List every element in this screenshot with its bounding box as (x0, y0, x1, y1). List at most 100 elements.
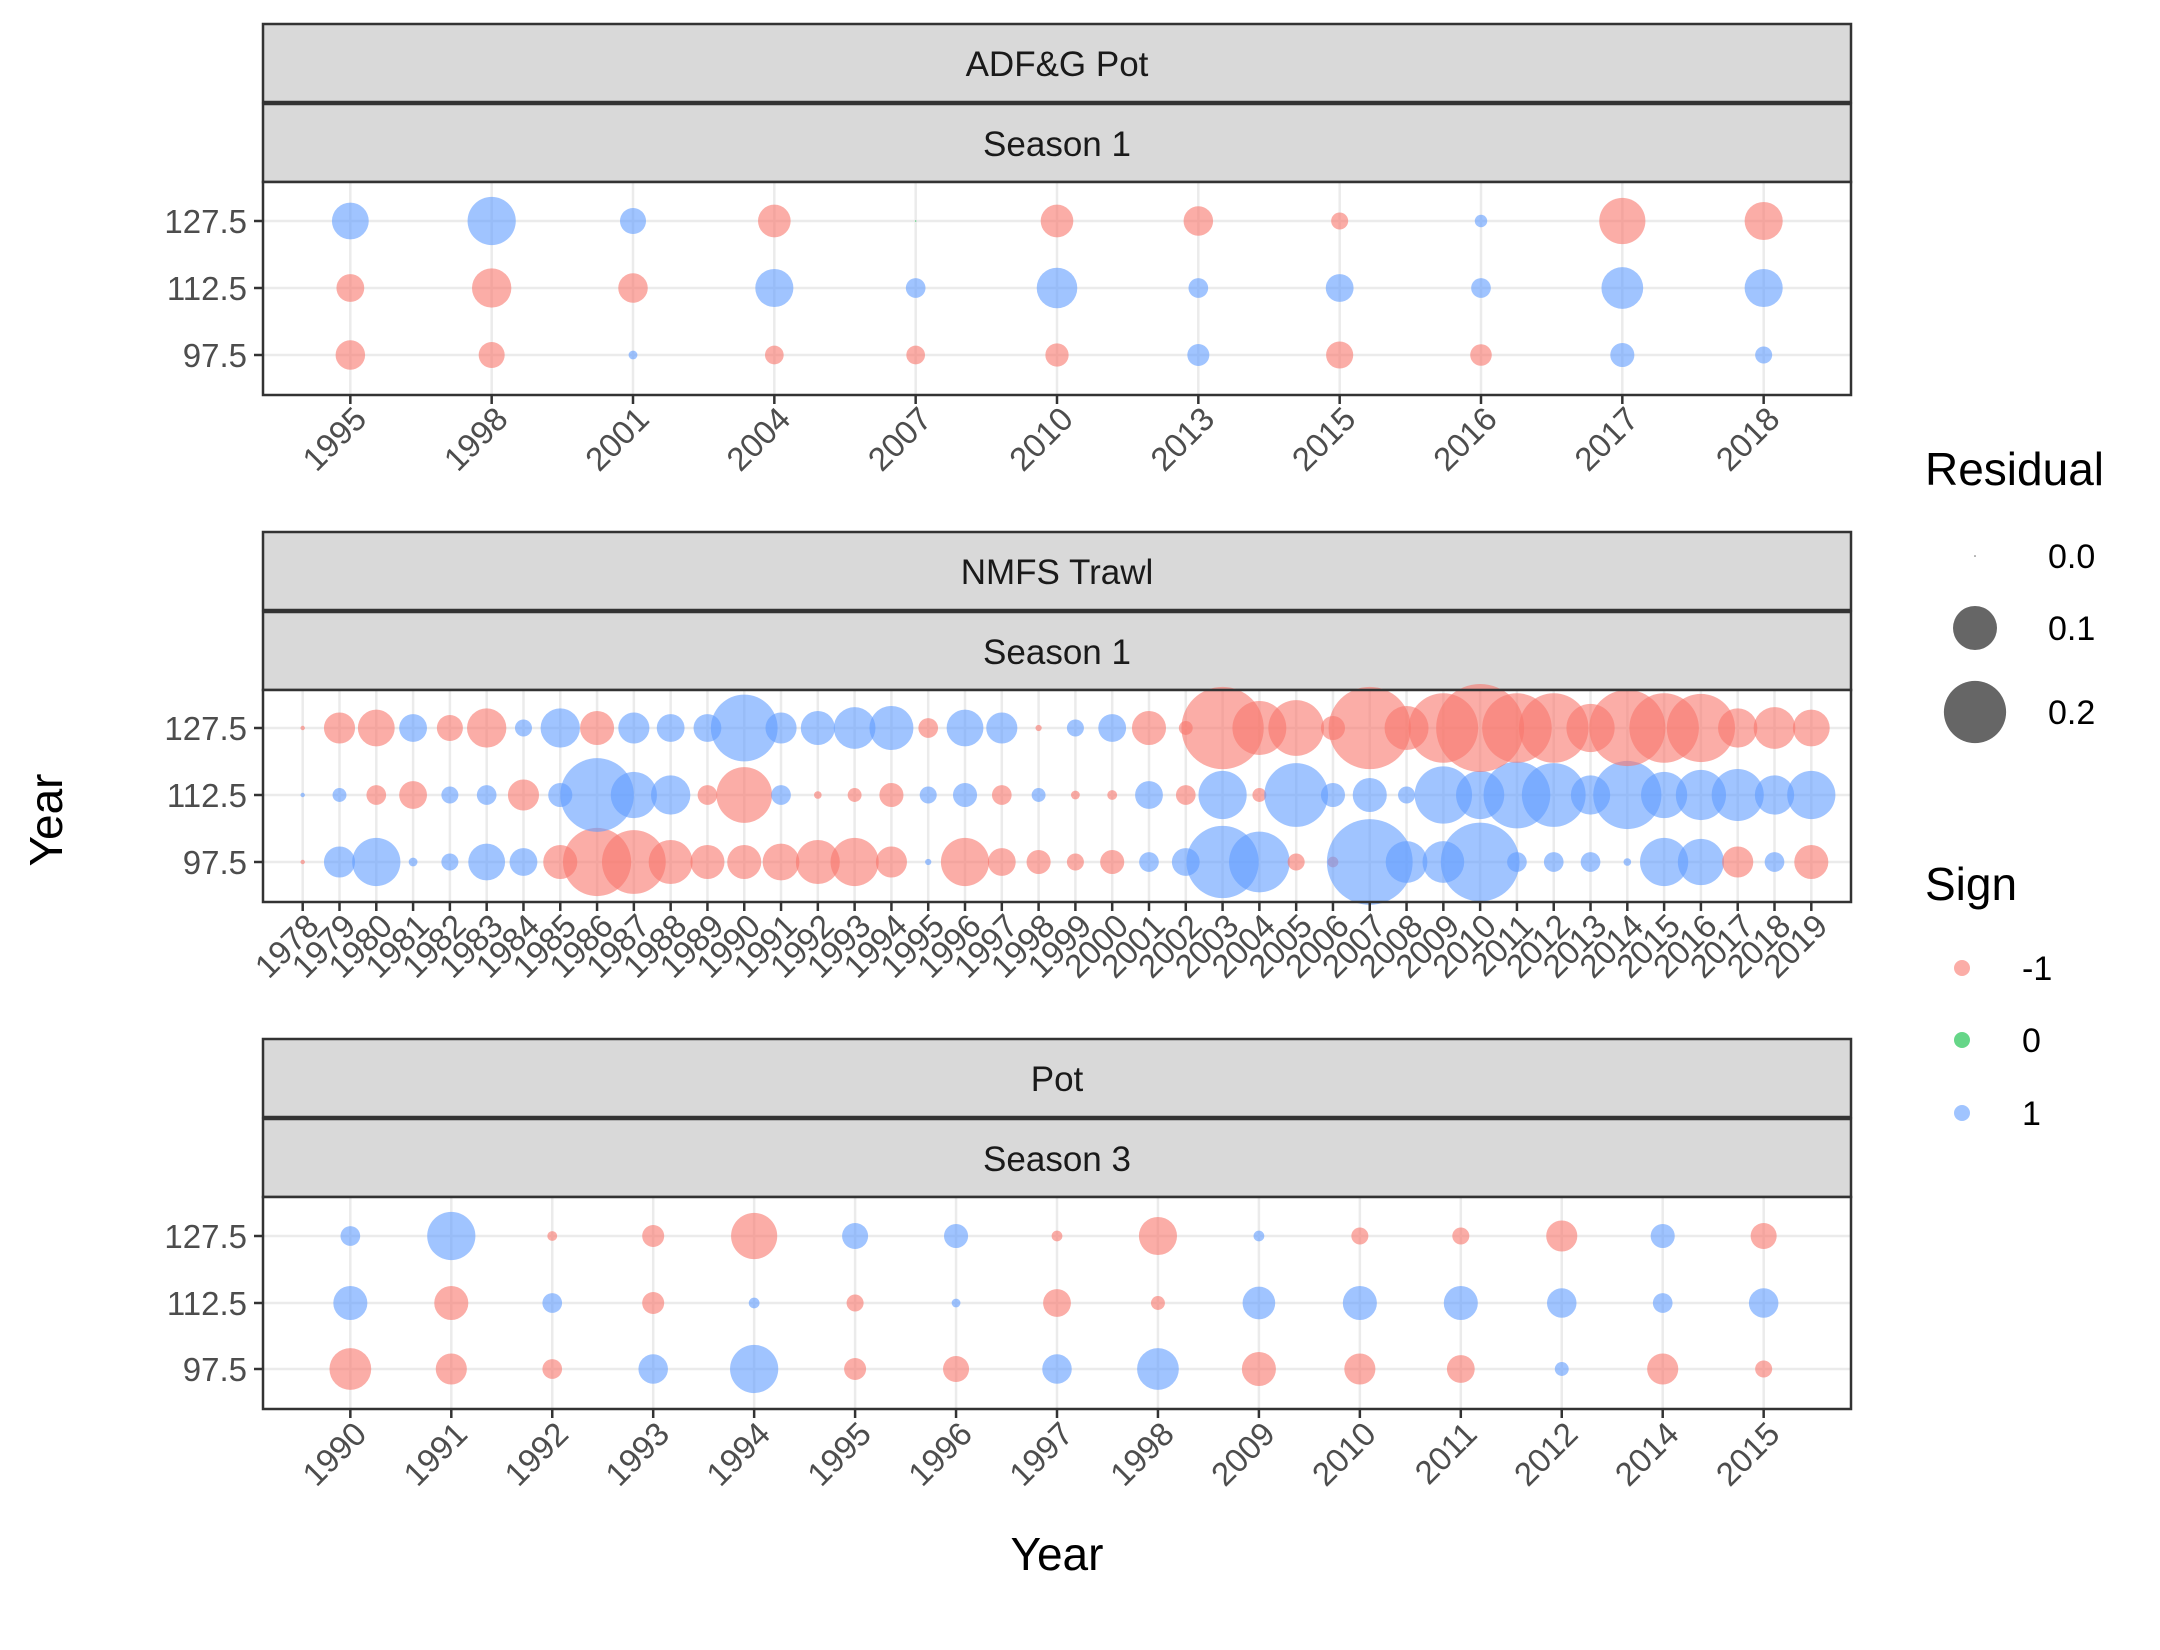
residual-point (618, 273, 648, 303)
residual-point (1764, 852, 1785, 872)
season-strip-label: Season 3 (983, 1140, 1131, 1179)
y-tick-label: 127.5 (164, 1218, 247, 1255)
residual-point (814, 791, 822, 799)
residual-point (1385, 841, 1428, 883)
residual-point (1175, 785, 1196, 805)
facet-strip-label: Pot (1031, 1060, 1084, 1099)
residual-point (842, 1222, 869, 1250)
residual-point (642, 1225, 665, 1247)
residual-point (952, 782, 978, 808)
residual-point (1599, 197, 1646, 245)
residual-point (697, 785, 718, 805)
legend-size-label: 0.2 (2048, 694, 2095, 732)
legend-sign-key (1954, 960, 1970, 976)
residual-point (762, 843, 800, 881)
residual-point (987, 848, 1016, 876)
residual-point (560, 758, 634, 832)
residual-point (1325, 274, 1354, 302)
residual-point (628, 350, 638, 360)
residual-point (323, 712, 356, 744)
residual-point (542, 1359, 563, 1379)
residual-point (1150, 1296, 1165, 1310)
residual-point (1352, 777, 1387, 813)
residual-point (352, 837, 401, 887)
legend-sign-label: 0 (2022, 1022, 2041, 1060)
residual-point (1623, 858, 1632, 866)
residual-point (710, 694, 778, 762)
residual-point (1066, 719, 1084, 737)
residual-point (1398, 786, 1416, 804)
residual-point (1641, 771, 1688, 819)
residual-point (727, 844, 762, 880)
residual-point (1342, 1285, 1377, 1321)
residual-point (1640, 837, 1689, 887)
residual-point (1753, 707, 1796, 749)
residual-point (1042, 1354, 1072, 1384)
residual-point (716, 767, 773, 823)
residual-point (1580, 852, 1601, 872)
residual-point (755, 268, 794, 308)
residual-point (300, 725, 305, 731)
residual-point (1610, 342, 1635, 368)
residual-point (1554, 1362, 1569, 1376)
residual-point (547, 1231, 558, 1241)
residual-point (943, 1223, 969, 1249)
residual-point (946, 709, 984, 747)
residual-point (436, 714, 463, 742)
residual-point (1440, 822, 1520, 902)
residual-point (1754, 775, 1795, 815)
residual-point (1546, 1288, 1577, 1318)
residual-point (1066, 853, 1084, 871)
residual-point (905, 278, 926, 298)
season-strip (261, 102, 1853, 184)
residual-point (331, 202, 369, 240)
residual-point (1131, 710, 1167, 746)
residual-point (918, 718, 939, 738)
residual-point (580, 710, 615, 746)
residual-point (542, 1293, 563, 1313)
residual-point (1320, 782, 1346, 808)
residual-point (1507, 852, 1527, 872)
residual-point (844, 1358, 867, 1380)
residual-point (1474, 214, 1488, 228)
residual-point (638, 1354, 668, 1384)
x-axis-title: Year (1011, 1528, 1104, 1580)
residual-point (1328, 686, 1411, 770)
residual-point (1098, 714, 1127, 742)
residual-point (1137, 1348, 1179, 1390)
residual-point (869, 706, 914, 750)
residual-point (1650, 1223, 1675, 1249)
facet-strip (261, 530, 1853, 612)
y-tick-label: 127.5 (164, 203, 247, 240)
residual-point (1470, 344, 1492, 366)
facet-strip-label: NMFS Trawl (961, 553, 1154, 592)
residual-point (1543, 852, 1564, 872)
residual-point (1241, 1351, 1276, 1387)
residual-point (435, 1353, 467, 1385)
residual-point (333, 1285, 368, 1321)
residual-point (1677, 838, 1724, 886)
legend-sign-label: 1 (2022, 1095, 2041, 1133)
legend: Residual 0.0 0.1 0.2 Sign -1 0 1 (1925, 443, 2104, 1133)
residual-point (1100, 849, 1125, 875)
residual-point (1138, 1216, 1178, 1256)
legend-sign-key (1954, 1105, 1970, 1121)
residual-point (441, 786, 459, 804)
residual-point (1351, 1227, 1369, 1245)
residual-point (427, 1211, 476, 1261)
residual-point (1787, 770, 1836, 820)
residual-point (408, 857, 418, 867)
residual-point (478, 341, 505, 369)
residual-point (1794, 844, 1829, 880)
residual-point (986, 712, 1018, 744)
residual-point (618, 712, 650, 744)
y-axis-title: Year (20, 774, 72, 867)
residual-point (765, 712, 797, 744)
residual-point (1187, 344, 1210, 366)
residual-point (1045, 343, 1069, 367)
residual-point (1287, 853, 1305, 871)
y-tick-label: 97.5 (183, 337, 247, 374)
legend-size-key (1953, 606, 1997, 650)
